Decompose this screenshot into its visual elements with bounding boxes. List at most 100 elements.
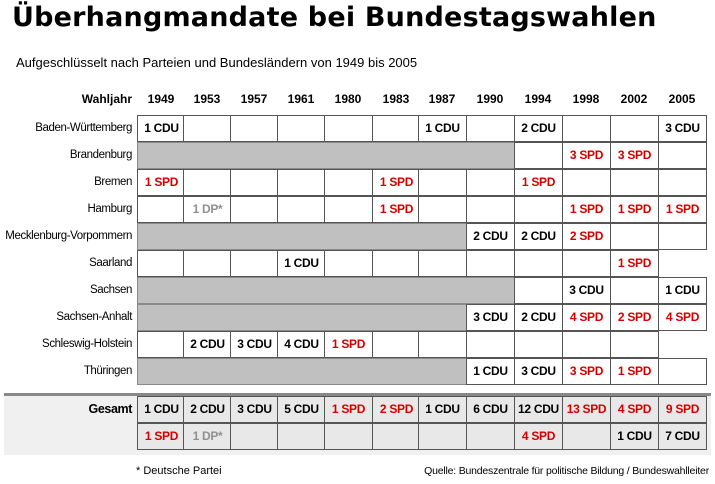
table-cell: [466, 115, 515, 142]
table-cell: [562, 115, 611, 142]
table-cell: 1 SPD: [562, 196, 611, 223]
table-cell: [372, 250, 421, 277]
year-header: 2005: [668, 92, 696, 106]
table-cell: [324, 250, 373, 277]
total-cell: [277, 423, 326, 450]
total-cell: 1 CDU: [418, 396, 467, 423]
table-cell: 2 CDU: [183, 331, 232, 358]
year-header: 1994: [524, 92, 552, 106]
year-header: 1980: [334, 92, 362, 106]
table-cell: [324, 169, 373, 196]
total-cell: 7 CDU: [658, 423, 707, 450]
footnote: * Deutsche Partei: [136, 465, 222, 477]
table-cell: 1 SPD: [372, 169, 421, 196]
year-header: 2002: [620, 92, 648, 106]
total-cell: 1 SPD: [137, 423, 186, 450]
year-header: 1998: [572, 92, 600, 106]
table-cell: 2 CDU: [514, 304, 563, 331]
year-header: 1983: [382, 92, 410, 106]
nonexistent-state-block: [137, 304, 467, 331]
table-cell: 3 CDU: [514, 358, 563, 385]
total-cell: [466, 423, 515, 450]
total-cell: 13 SPD: [562, 396, 611, 423]
total-cell: 6 CDU: [466, 396, 515, 423]
table-cell: [466, 169, 515, 196]
row-label: Sachsen: [90, 284, 132, 296]
table-cell: 3 CDU: [658, 115, 707, 142]
table-cell: 2 CDU: [514, 223, 563, 250]
year-header: 1953: [193, 92, 221, 106]
table-cell: [610, 223, 659, 250]
year-header: 1990: [476, 92, 504, 106]
table-cell: 3 SPD: [562, 142, 611, 169]
total-cell: 5 CDU: [277, 396, 326, 423]
total-cell: 4 SPD: [514, 423, 563, 450]
table-cell: [658, 358, 707, 385]
table-cell: [137, 331, 186, 358]
year-header: 1961: [287, 92, 315, 106]
total-cell: 4 SPD: [610, 396, 659, 423]
table-cell: 1 CDU: [277, 250, 326, 277]
total-cell: 2 CDU: [183, 396, 232, 423]
table-cell: [514, 196, 563, 223]
total-cell: 1 CDU: [610, 423, 659, 450]
total-cell: [562, 423, 611, 450]
table-cell: 2 CDU: [466, 223, 515, 250]
table-cell: 3 SPD: [610, 142, 659, 169]
row-label: Baden-Württemberg: [35, 122, 132, 134]
table-cell: [183, 250, 232, 277]
table-cell: [466, 250, 515, 277]
table-cell: 1 SPD: [324, 331, 373, 358]
table-cell: [610, 331, 659, 358]
row-label: Bremen: [94, 176, 132, 188]
table-cell: 3 CDU: [562, 277, 611, 304]
table-cell: [418, 169, 467, 196]
subtitle: Aufgeschlüsselt nach Parteien und Bundes…: [16, 55, 418, 70]
total-label: Gesamt: [88, 402, 133, 416]
nonexistent-state-block: [137, 142, 515, 169]
table-cell: [372, 115, 421, 142]
table-cell: [610, 277, 659, 304]
table-cell: 1 CDU: [466, 358, 515, 385]
table-cell: [230, 196, 279, 223]
total-cell: 1 DP*: [183, 423, 232, 450]
table-cell: 1 SPD: [372, 196, 421, 223]
table-cell: 1 CDU: [658, 277, 707, 304]
table-cell: [137, 196, 186, 223]
row-label: Thüringen: [83, 365, 133, 377]
year-header: 1949: [147, 92, 175, 106]
total-cell: [372, 423, 421, 450]
table-cell: 1 SPD: [610, 196, 659, 223]
row-label: Brandenburg: [69, 149, 133, 161]
table-cell: [514, 277, 563, 304]
table-cell: [372, 331, 421, 358]
table-cell: [418, 196, 467, 223]
table-cell: [183, 169, 232, 196]
table-cell: [466, 331, 515, 358]
table-cell: 3 SPD: [562, 358, 611, 385]
table-cell: [658, 169, 707, 196]
table-cell: [324, 115, 373, 142]
total-cell: 1 SPD: [324, 396, 373, 423]
table-cell: 4 CDU: [277, 331, 326, 358]
page-title: Überhangmandate bei Bundestagswahlen: [12, 2, 657, 33]
total-cell: 2 SPD: [372, 396, 421, 423]
table-cell: 2 SPD: [610, 304, 659, 331]
table-cell: [610, 115, 659, 142]
table-cell: 1 SPD: [610, 250, 659, 277]
table-cell: 4 SPD: [562, 304, 611, 331]
table-cell: [514, 250, 563, 277]
table-cell: [230, 169, 279, 196]
total-cell: 12 CDU: [514, 396, 563, 423]
table-cell: [277, 196, 326, 223]
table-cell: [658, 142, 707, 169]
table-cell: 3 CDU: [466, 304, 515, 331]
total-cell: 1 CDU: [137, 396, 186, 423]
row-label: Schleswig-Holstein: [42, 338, 132, 350]
table-cell: [610, 169, 659, 196]
row-label: Saarland: [89, 257, 132, 269]
table-cell: 1 SPD: [137, 169, 186, 196]
table-cell: 1 SPD: [658, 196, 707, 223]
table-cell: 2 SPD: [562, 223, 611, 250]
year-header-label: Wahljahr: [81, 92, 132, 106]
